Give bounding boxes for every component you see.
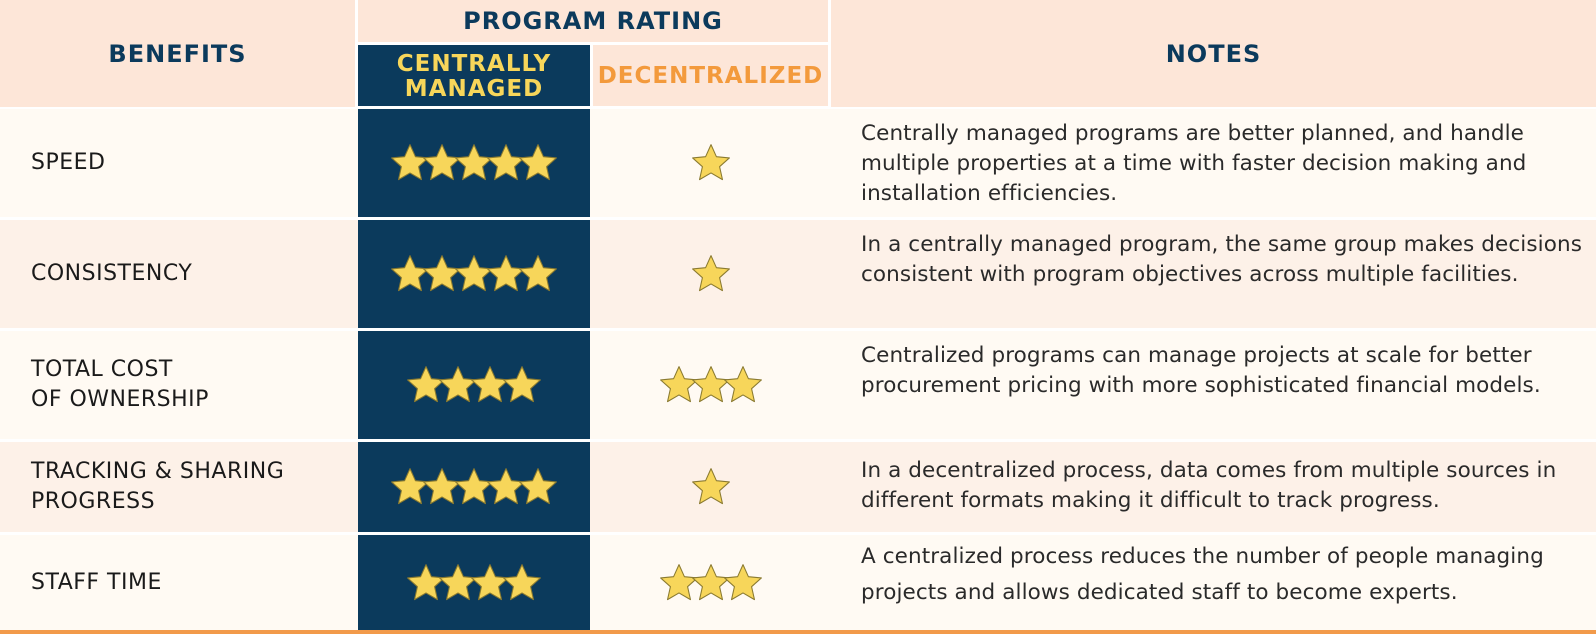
decentralized-header: DECENTRALIZED <box>593 45 828 106</box>
centrally-managed-header: CENTRALLY MANAGED <box>358 45 590 106</box>
star-icon <box>690 253 732 295</box>
benefit-label: TRACKING & SHARING PROGRESS <box>31 459 285 514</box>
notes-text: A centralized process reduces the number… <box>861 544 1544 605</box>
table-row <box>0 109 1596 217</box>
notes-header: NOTES <box>831 0 1596 107</box>
star-icon <box>517 253 559 295</box>
benefit-label: TOTAL COST OF OWNERSHIP <box>31 357 209 412</box>
star-icon <box>517 466 559 508</box>
notes-text: In a decentralized process, data comes f… <box>861 458 1557 513</box>
star-icon <box>690 466 732 508</box>
table-row <box>0 442 1596 532</box>
benefit-label: STAFF TIME <box>31 569 162 595</box>
bottom-rule <box>0 630 1596 634</box>
centrally-rating <box>358 220 590 328</box>
star-icon <box>690 142 732 184</box>
centrally-rating <box>358 442 590 532</box>
notes-text: Centralized programs can manage projects… <box>861 343 1541 398</box>
centrally-rating <box>358 535 590 630</box>
table-row <box>0 331 1596 439</box>
decentralized-rating <box>593 220 828 328</box>
decentralized-rating <box>593 109 828 217</box>
program-rating-label: PROGRAM RATING <box>463 7 723 35</box>
table-row <box>0 535 1596 630</box>
star-icon <box>501 364 543 406</box>
star-icon <box>501 562 543 604</box>
decentralized-rating <box>593 442 828 532</box>
decentralized-rating <box>593 535 828 630</box>
notes-header-label: NOTES <box>1165 39 1262 68</box>
benefit-label: SPEED <box>31 150 106 175</box>
benefits-header: BENEFITS <box>0 0 355 107</box>
notes-text: In a centrally managed program, the same… <box>861 232 1583 287</box>
decentralized-rating <box>593 331 828 439</box>
star-icon <box>517 142 559 184</box>
star-icon <box>722 562 764 604</box>
benefits-header-label: BENEFITS <box>108 39 247 68</box>
notes-text: Centrally managed programs are better pl… <box>861 121 1527 206</box>
program-rating-header: PROGRAM RATING <box>358 0 828 42</box>
benefit-label: CONSISTENCY <box>31 261 193 286</box>
star-icon <box>722 364 764 406</box>
centrally-rating <box>358 109 590 217</box>
table-row <box>0 220 1596 328</box>
decentralized-label: DECENTRALIZED <box>597 62 824 89</box>
centrally-managed-label: CENTRALLY MANAGED <box>396 51 552 102</box>
centrally-rating <box>358 331 590 439</box>
